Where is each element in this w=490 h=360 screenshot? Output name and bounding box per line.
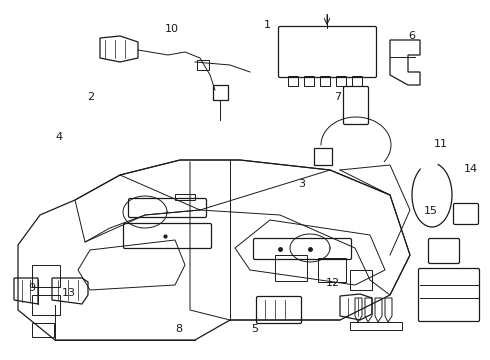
Bar (32, 265, 60, 287)
Bar (350, 270, 372, 290)
Bar (197, 60, 209, 70)
FancyBboxPatch shape (278, 27, 376, 77)
Bar (350, 322, 402, 330)
Text: 8: 8 (175, 324, 182, 334)
Text: 2: 2 (87, 92, 94, 102)
Text: 3: 3 (298, 179, 305, 189)
Text: 15: 15 (424, 206, 438, 216)
Text: 14: 14 (464, 164, 477, 174)
Bar (32, 295, 60, 315)
Text: 9: 9 (28, 283, 35, 293)
Text: 10: 10 (165, 24, 178, 34)
Text: 6: 6 (408, 31, 415, 41)
Bar (32, 323, 54, 337)
Bar (352, 76, 362, 86)
Text: 12: 12 (326, 278, 340, 288)
Bar (320, 76, 330, 86)
Bar (275, 255, 307, 281)
Bar (318, 258, 346, 282)
Text: 4: 4 (55, 132, 62, 142)
Bar (288, 76, 298, 86)
Text: 7: 7 (335, 92, 342, 102)
Text: 11: 11 (434, 139, 448, 149)
Text: 1: 1 (264, 20, 270, 30)
Text: 13: 13 (62, 288, 75, 298)
Bar (175, 194, 195, 200)
Bar (304, 76, 314, 86)
Bar (336, 76, 346, 86)
Text: 5: 5 (251, 324, 258, 334)
